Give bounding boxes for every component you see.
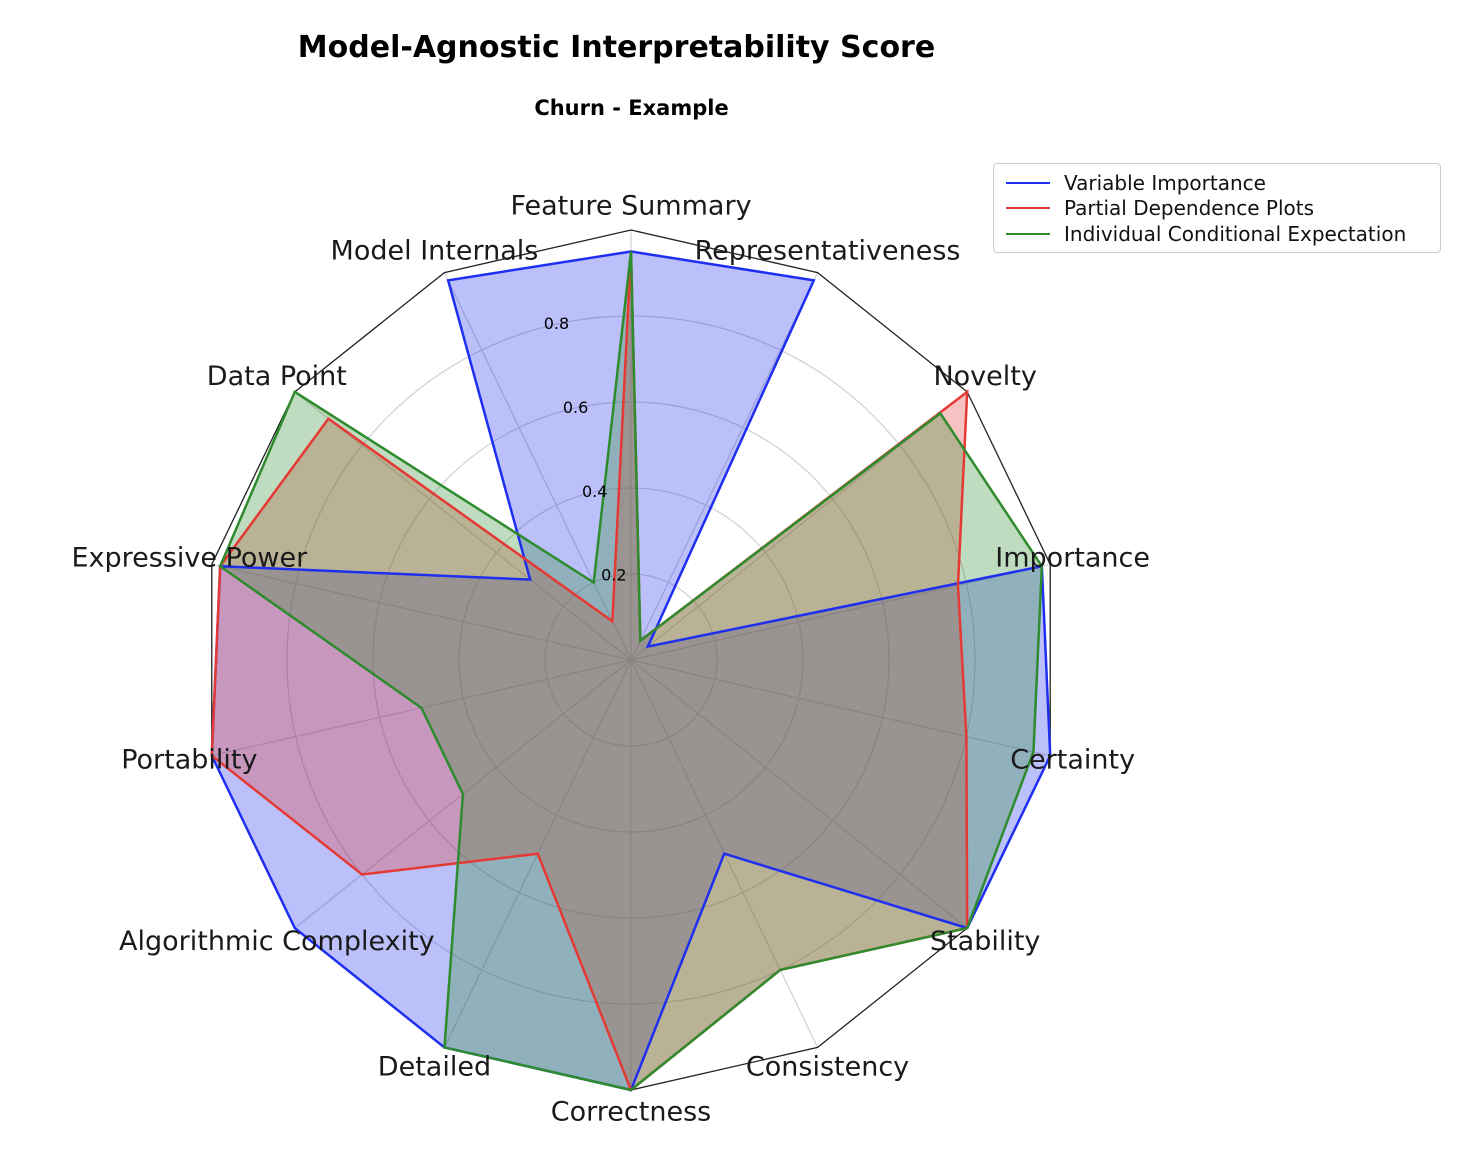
grid-spoke [630, 272, 819, 661]
legend-item-variable-importance: Variable Importance [1002, 170, 1432, 196]
legend-label: Variable Importance [1064, 170, 1266, 195]
legend-swatch [1006, 207, 1050, 210]
chart-subtitle: Churn - Example [534, 96, 729, 120]
axis-label-data-point: Data Point [207, 361, 347, 392]
grid-spoke [630, 563, 1051, 661]
radar-grid [211, 229, 1051, 1091]
grid-spoke [630, 659, 1051, 757]
axis-label-representativeness: Representativeness [695, 235, 961, 266]
legend-item-individual-conditional-expectation: Individual Conditional Expectation [1002, 221, 1432, 247]
axis-label-consistency: Consistency [746, 1052, 909, 1083]
chart-title: Model-Agnostic Interpretability Score [297, 30, 936, 65]
series-area-individual-conditional-expectation [220, 251, 1042, 1090]
axis-label-correctness: Correctness [551, 1097, 711, 1128]
axis-label-model-internals: Model Internals [331, 235, 539, 266]
axis-label-portability: Portability [121, 744, 257, 775]
series-area-variable-importance [211, 251, 1051, 1090]
axis-label-expressive-power: Expressive Power [71, 543, 308, 574]
r-tick-label: 0.8 [544, 314, 569, 333]
axis-label-detailed: Detailed [378, 1052, 491, 1083]
legend-swatch [1006, 232, 1050, 235]
grid-spoke [211, 563, 632, 661]
series-area-partial-dependence-plots [211, 251, 968, 1090]
legend-item-partial-dependence-plots: Partial Dependence Plots [1002, 196, 1432, 222]
axis-label-importance: Importance [995, 543, 1150, 574]
grid-spoke [630, 659, 968, 929]
axis-label-novelty: Novelty [933, 361, 1036, 392]
r-tick-label: 0.6 [563, 398, 588, 417]
chart-legend: Variable Importance Partial Dependence P… [993, 163, 1441, 253]
radar-series [210, 250, 1052, 1093]
axis-label-algorithmic-complexity: Algorithmic Complexity [119, 926, 435, 957]
legend-swatch [1006, 181, 1050, 184]
axis-label-feature-summary: Feature Summary [510, 191, 751, 222]
radar-tick-labels: 0.2 0.4 0.6 0.8 [544, 314, 627, 585]
r-tick-label: 0.2 [601, 566, 626, 585]
axis-label-stability: Stability [930, 926, 1041, 957]
legend-label: Partial Dependence Plots [1064, 196, 1315, 221]
series-line-individual-conditional-expectation [218, 251, 1044, 1092]
radar-axis-labels: Feature Summary Representativeness Novelty… [71, 191, 1150, 1128]
legend-label: Individual Conditional Expectation [1064, 221, 1407, 246]
grid-spoke [443, 272, 632, 661]
grid-spoke [294, 391, 632, 661]
axis-label-certainty: Certainty [1010, 744, 1135, 775]
r-tick-label: 0.4 [582, 482, 607, 501]
